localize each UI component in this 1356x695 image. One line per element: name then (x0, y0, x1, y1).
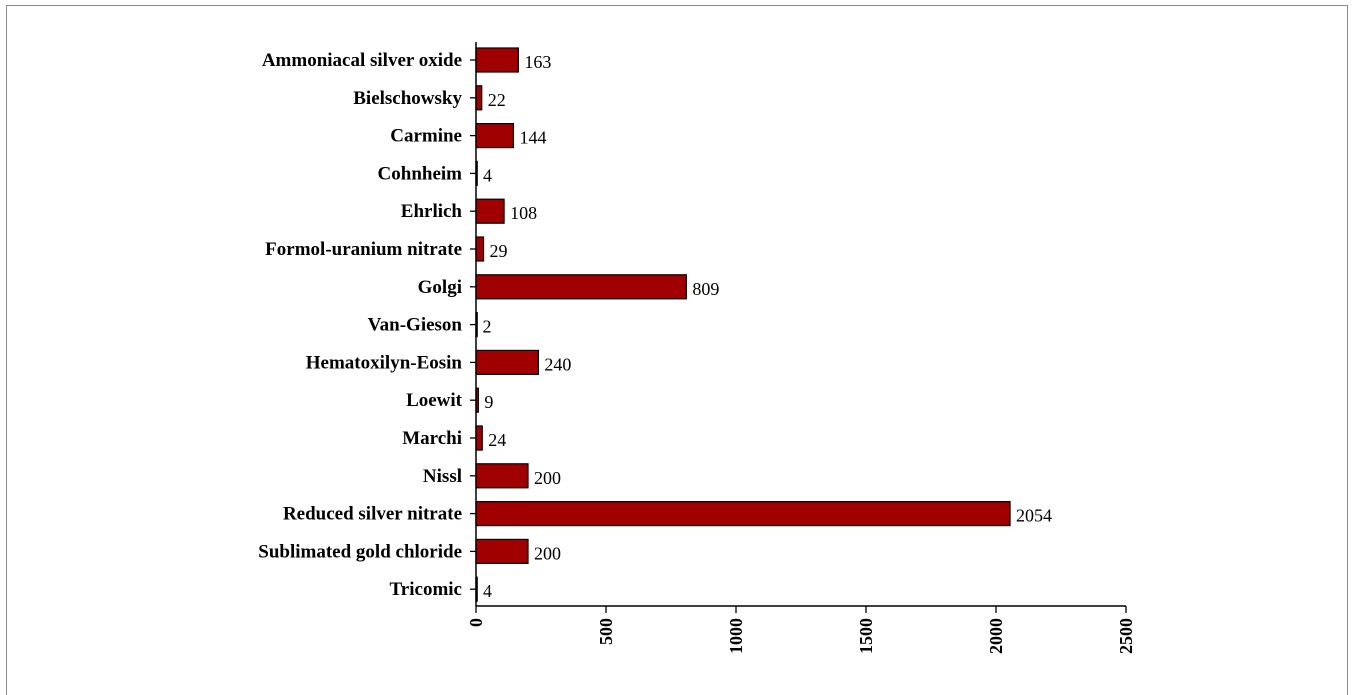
bar (475, 122, 515, 149)
x-tick-label: 2500 (1116, 618, 1136, 654)
axes-layer: 0 500 1000 1500 2000 2500 (466, 42, 1136, 654)
bar (475, 349, 540, 375)
bar (475, 501, 1011, 527)
bar (475, 463, 529, 489)
data-label: 200 (534, 468, 561, 488)
bar (475, 274, 687, 300)
bar (475, 85, 483, 111)
data-label: 24 (488, 430, 506, 450)
category-label: Cohnheim (378, 163, 463, 184)
data-label: 200 (534, 543, 561, 563)
category-label: Carmine (390, 126, 462, 147)
x-tick-label: 1000 (726, 618, 746, 654)
category-label: Bielschowsky (353, 88, 462, 109)
data-label: 144 (519, 128, 546, 148)
x-tick-label: 2000 (986, 618, 1006, 654)
bar (475, 236, 485, 262)
x-tick-label: 0 (466, 618, 486, 627)
data-label: 240 (544, 354, 571, 374)
category-label: Tricomic (390, 579, 462, 600)
data-label: 22 (488, 90, 506, 110)
category-label: Ammoniacal silver oxide (262, 50, 462, 71)
data-label: 2054 (1016, 506, 1052, 526)
x-tick-label: 1500 (856, 618, 876, 654)
data-label: 2 (483, 317, 492, 337)
category-label: Nissl (423, 466, 462, 487)
bar (475, 47, 519, 73)
category-label: Marchi (402, 428, 462, 449)
category-label: Van-Gieson (368, 315, 463, 336)
category-label: Reduced silver nitrate (283, 504, 462, 525)
bar (475, 198, 505, 224)
x-tick-label: 500 (596, 618, 616, 645)
data-label: 163 (524, 52, 551, 72)
data-label: 9 (484, 392, 493, 412)
category-label: Hematoxilyn-Eosin (306, 352, 463, 373)
category-label: Sublimated gold chloride (258, 541, 462, 562)
category-label: Loewit (406, 390, 463, 411)
category-label: Golgi (418, 277, 462, 298)
bar (475, 538, 529, 565)
data-label: 29 (490, 241, 508, 261)
data-label: 809 (692, 279, 719, 299)
data-label: 4 (483, 581, 492, 601)
bar (475, 425, 483, 451)
data-label: 4 (483, 165, 492, 185)
category-label: Ehrlich (401, 201, 463, 222)
data-label: 108 (510, 203, 537, 223)
category-label: Formol-uranium nitrate (265, 239, 462, 260)
bars-layer (475, 47, 1011, 602)
chart-frame (6, 5, 1348, 695)
